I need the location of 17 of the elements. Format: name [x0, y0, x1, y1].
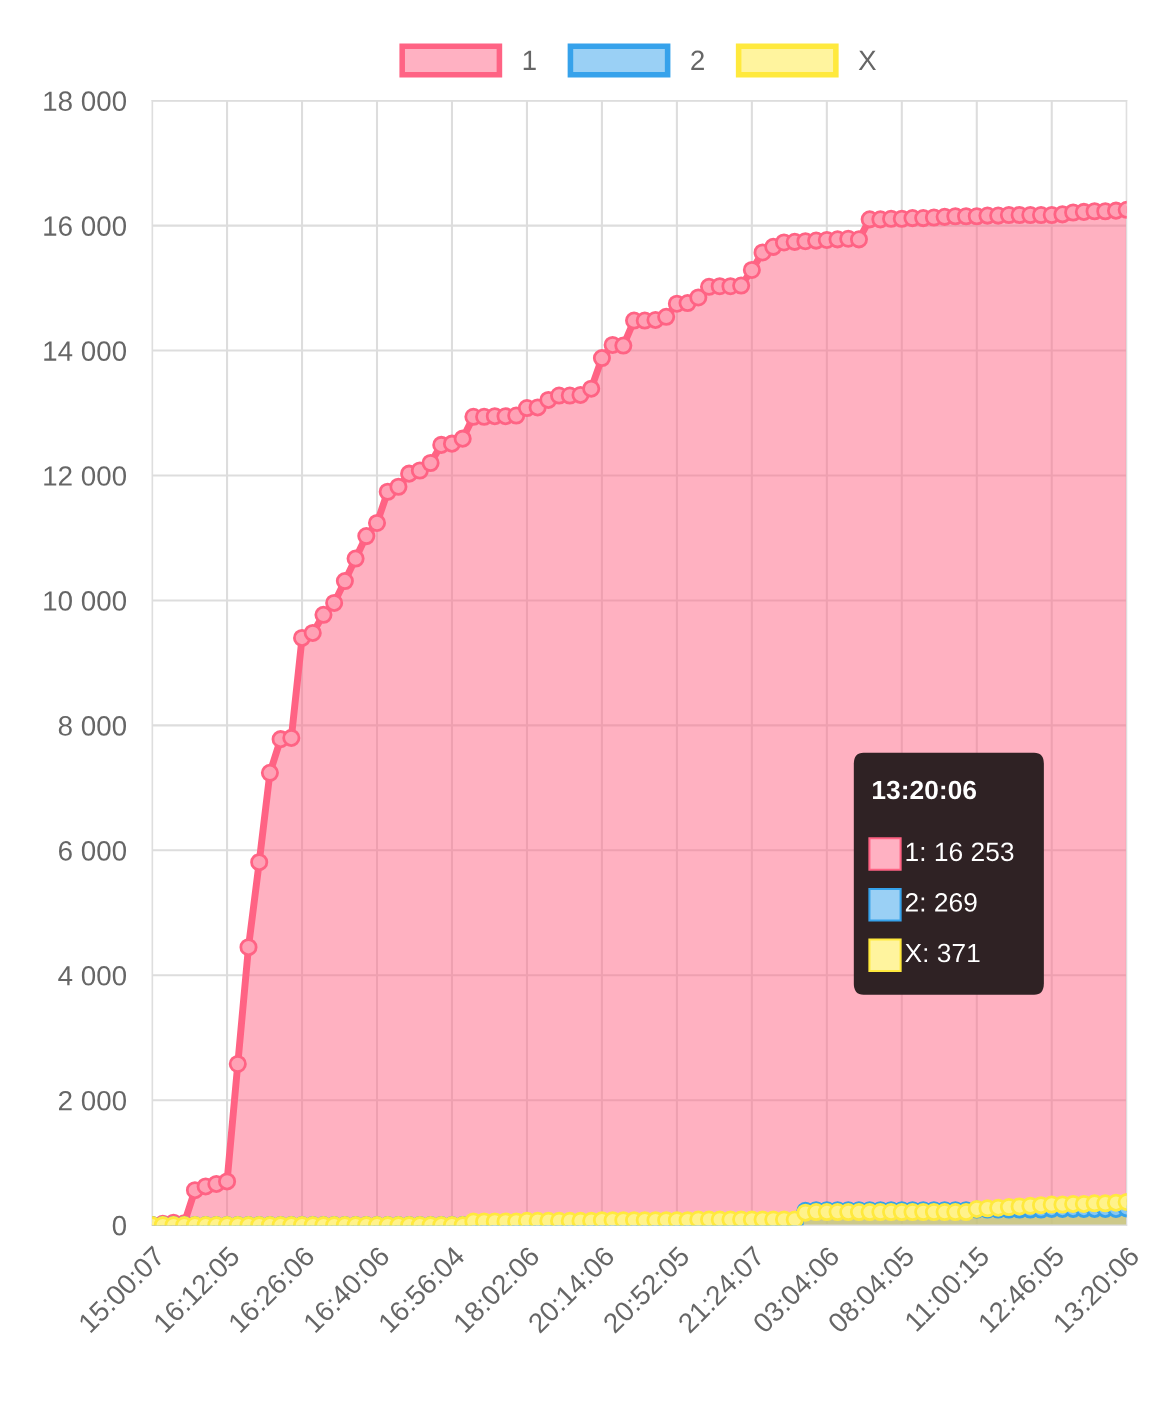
annotation: 2: 269 — [905, 893, 977, 912]
legend-label: 1 — [523, 50, 536, 70]
legend-label: X — [858, 50, 877, 70]
annotation: 1: 16 253 — [906, 842, 1014, 862]
y-tick-label: 0 — [112, 1215, 127, 1236]
y-tick-label: 18 000 — [44, 91, 127, 112]
annotation: X: 371 — [905, 943, 980, 963]
y-tick-label: 8 000 — [58, 716, 127, 736]
y-tick-label: 10 000 — [44, 591, 127, 611]
annotation: 13:20:06 — [873, 780, 977, 800]
legend-label: 2 — [691, 50, 704, 70]
y-tick-label: 2 000 — [58, 1090, 127, 1111]
y-tick-label: 6 000 — [59, 841, 127, 861]
y-tick-label: 16 000 — [44, 216, 127, 236]
y-tick-label: 12 000 — [44, 466, 127, 486]
y-tick-label: 14 000 — [44, 341, 127, 361]
y-tick-label: 4 000 — [58, 965, 127, 986]
